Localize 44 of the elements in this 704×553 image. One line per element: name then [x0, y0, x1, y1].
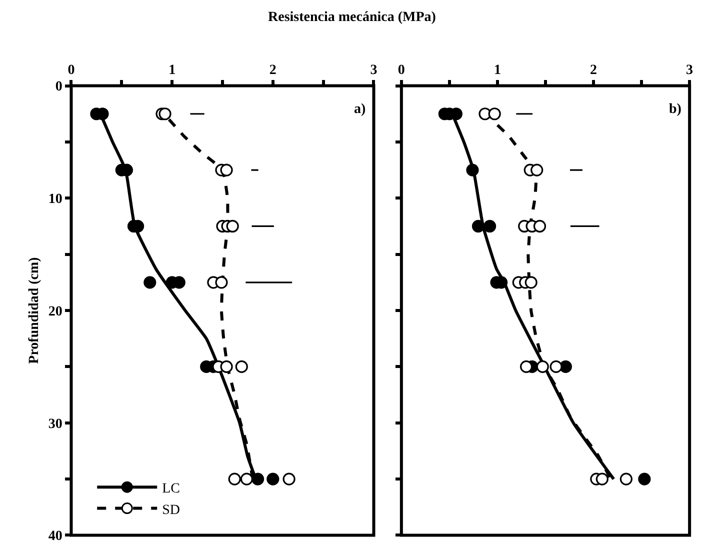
point	[240, 472, 253, 486]
point	[220, 164, 233, 176]
x-tick-label: 0	[398, 63, 405, 78]
x-tick-label: 1	[494, 63, 501, 78]
point	[220, 360, 233, 373]
point	[488, 108, 501, 120]
point	[620, 472, 632, 486]
x-tick-label: 3	[370, 63, 378, 78]
point	[638, 472, 651, 486]
y-tick-label: 30	[48, 416, 62, 432]
point	[235, 360, 248, 373]
y-tick-label: 0	[55, 80, 62, 95]
x-tick-label: 2	[590, 63, 598, 78]
point	[550, 360, 562, 373]
x-tick-label: 0	[68, 63, 75, 78]
x-tick-label: 2	[269, 63, 276, 78]
y-tick-label: 40	[48, 529, 62, 544]
legend-label: LC	[162, 482, 180, 497]
point	[158, 108, 172, 120]
point	[226, 220, 239, 233]
point	[536, 360, 549, 373]
point	[533, 220, 546, 233]
point	[466, 164, 479, 176]
point	[251, 472, 264, 486]
y-tick-label: 10	[48, 192, 62, 208]
point	[483, 220, 496, 233]
y-axis-title: Profundidad (cm)	[27, 256, 42, 364]
point	[228, 472, 241, 486]
x-tick-label: 1	[168, 63, 176, 78]
x-axis-title: Resistencia mecánica (MPa)	[268, 10, 436, 25]
y-tick-label: 20	[48, 304, 62, 320]
point	[215, 276, 228, 289]
annotation: a)	[354, 102, 366, 117]
point	[472, 220, 485, 233]
point	[282, 472, 296, 486]
point	[524, 276, 538, 289]
point	[520, 360, 533, 373]
annotation: b)	[669, 102, 682, 117]
point	[144, 276, 156, 289]
legend-label: SD	[162, 502, 180, 518]
point	[266, 472, 280, 486]
x-tick-label: 3	[686, 63, 694, 78]
point	[596, 472, 608, 486]
point	[530, 164, 544, 176]
